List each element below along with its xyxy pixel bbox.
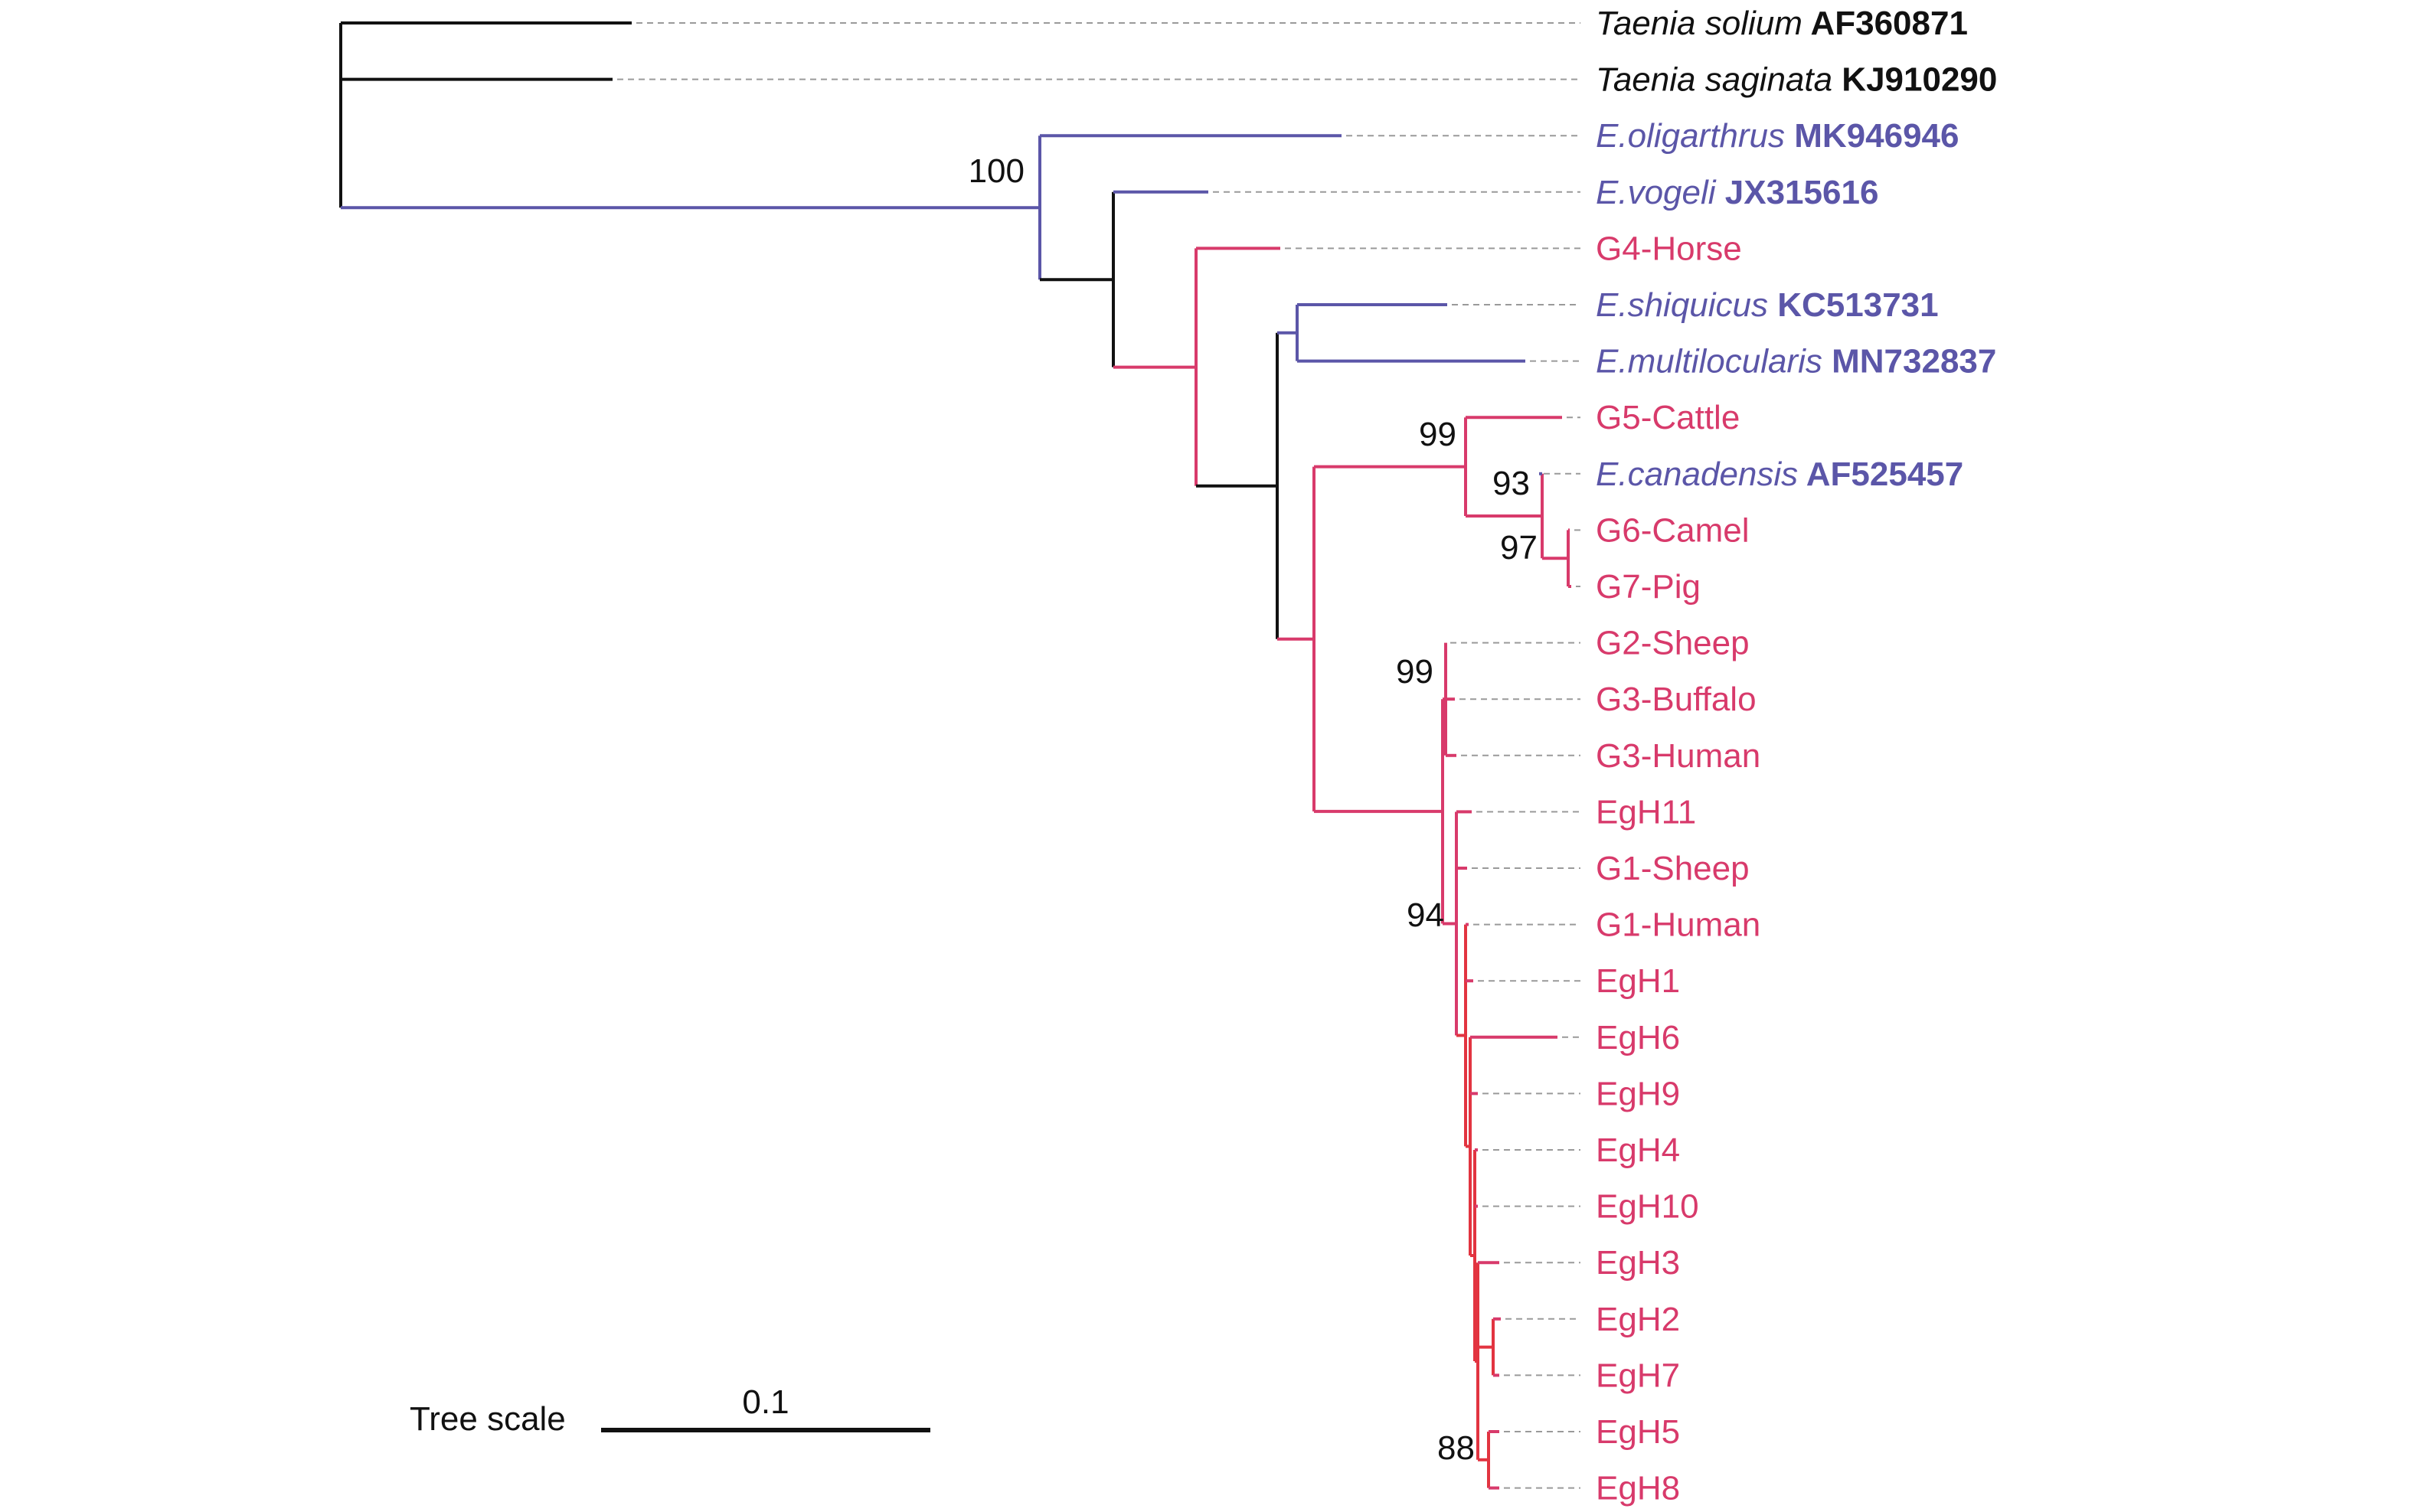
- leaf-label: Taenia saginata KJ910290: [1596, 61, 1997, 99]
- leaf-label: G1-Sheep: [1596, 850, 1750, 887]
- leaf-label: EgH5: [1596, 1413, 1680, 1451]
- leader-lines: [617, 22, 1580, 1489]
- taxon-name: G6-Camel: [1596, 511, 1750, 549]
- support-value: 99: [1419, 416, 1456, 453]
- taxon-name: G3-Buffalo: [1596, 681, 1757, 718]
- taxon-name: EgH3: [1596, 1244, 1680, 1282]
- accession-number: MN732837: [1822, 343, 1996, 380]
- leaf-label: G3-Buffalo: [1596, 681, 1757, 718]
- taxon-name: EgH1: [1596, 962, 1680, 1000]
- tree-branches: [339, 21, 1571, 1490]
- leaf-label: G2-Sheep: [1596, 625, 1750, 662]
- tree-scale-bar: Tree scale 0.1: [410, 1383, 930, 1438]
- accession-number: AF360871: [1802, 5, 1968, 42]
- leaf-label: G4-Horse: [1596, 230, 1742, 267]
- leaf-label: E.vogeli JX315616: [1596, 174, 1878, 211]
- bootstrap-support-values: 100 99 93 97 99 94 88: [969, 152, 1538, 1467]
- tree-scale-label: Tree scale: [410, 1400, 566, 1438]
- leaf-label: EgH10: [1596, 1188, 1699, 1226]
- support-value: 99: [1396, 653, 1433, 691]
- taxon-name: Taenia solium: [1596, 5, 1802, 42]
- leaf-label: EgH3: [1596, 1244, 1680, 1282]
- leaf-label: EgH11: [1596, 793, 1696, 831]
- taxon-name: E.multilocularis: [1596, 343, 1822, 380]
- support-value: 94: [1407, 896, 1444, 934]
- leaf-label: EgH8: [1596, 1470, 1680, 1507]
- taxon-name: EgH7: [1596, 1357, 1680, 1394]
- leaf-label: E.multilocularis MN732837: [1596, 343, 1996, 380]
- leaf-label: Taenia solium AF360871: [1596, 5, 1968, 42]
- accession-number: JX315616: [1716, 174, 1879, 211]
- leaf-label: G6-Camel: [1596, 511, 1750, 549]
- taxon-name: EgH2: [1596, 1301, 1680, 1338]
- leaf-label: G7-Pig: [1596, 568, 1701, 606]
- support-value: 93: [1492, 465, 1530, 502]
- support-value: 88: [1437, 1429, 1475, 1467]
- taxon-name: EgH10: [1596, 1188, 1699, 1226]
- taxon-name: E.oligarthrus: [1596, 117, 1785, 155]
- leaf-label: E.shiquicus KC513731: [1596, 286, 1939, 324]
- taxon-name: G4-Horse: [1596, 230, 1742, 267]
- leaf-label: EgH9: [1596, 1075, 1680, 1112]
- taxon-name: E.canadensis: [1596, 456, 1798, 493]
- taxon-name: EgH9: [1596, 1075, 1680, 1112]
- leaf-label: G1-Human: [1596, 906, 1760, 944]
- accession-number: MK946946: [1785, 117, 1959, 155]
- taxon-name: Taenia saginata: [1596, 61, 1832, 99]
- taxon-name: EgH5: [1596, 1413, 1680, 1451]
- leaf-label: EgH4: [1596, 1132, 1680, 1169]
- taxon-name: G2-Sheep: [1596, 625, 1750, 662]
- accession-number: KC513731: [1768, 286, 1939, 324]
- tree-scale-value: 0.1: [742, 1383, 789, 1421]
- taxon-name: EgH6: [1596, 1019, 1680, 1056]
- leaf-label: EgH7: [1596, 1357, 1680, 1394]
- support-value: 100: [969, 152, 1025, 190]
- taxon-name: E.vogeli: [1596, 174, 1717, 211]
- taxon-name: G1-Sheep: [1596, 850, 1750, 887]
- leaf-label: EgH1: [1596, 962, 1680, 1000]
- taxon-name: G3-Human: [1596, 737, 1760, 775]
- leaf-label: G5-Cattle: [1596, 399, 1740, 436]
- taxon-name: G5-Cattle: [1596, 399, 1740, 436]
- leaf-label: EgH2: [1596, 1301, 1680, 1338]
- taxon-name: G7-Pig: [1596, 568, 1701, 606]
- taxon-name: E.shiquicus: [1596, 286, 1768, 324]
- leaf-label: E.oligarthrus MK946946: [1596, 117, 1959, 155]
- taxon-name: G1-Human: [1596, 906, 1760, 944]
- leaf-label: EgH6: [1596, 1019, 1680, 1056]
- leaf-label: E.canadensis AF525457: [1596, 456, 1963, 493]
- support-value: 97: [1500, 529, 1538, 567]
- taxon-name: EgH4: [1596, 1132, 1680, 1169]
- leaf-labels: Taenia solium AF360871 Taenia saginata KJ…: [1596, 5, 1997, 1507]
- leaf-label: G3-Human: [1596, 737, 1760, 775]
- accession-number: KJ910290: [1832, 61, 1997, 99]
- taxon-name: EgH11: [1596, 793, 1696, 831]
- taxon-name: EgH8: [1596, 1470, 1680, 1507]
- accession-number: AF525457: [1798, 456, 1963, 493]
